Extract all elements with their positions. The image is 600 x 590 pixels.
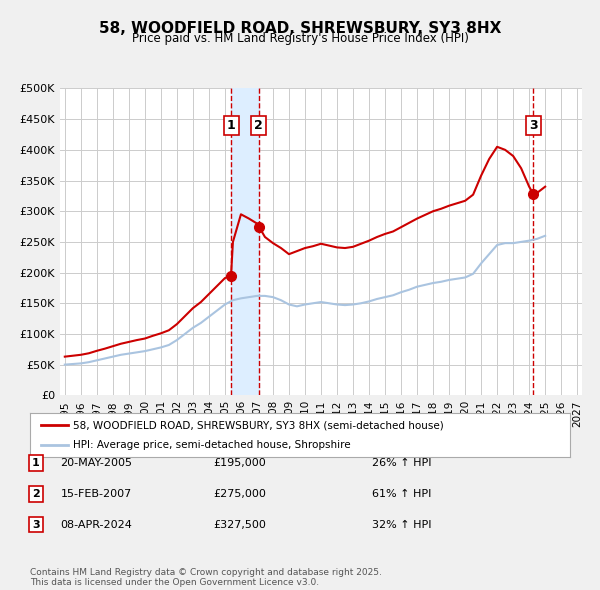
Text: Price paid vs. HM Land Registry's House Price Index (HPI): Price paid vs. HM Land Registry's House … xyxy=(131,32,469,45)
Text: £275,000: £275,000 xyxy=(214,489,266,499)
Text: 2: 2 xyxy=(32,489,40,499)
Text: 3: 3 xyxy=(32,520,40,529)
Text: 58, WOODFIELD ROAD, SHREWSBURY, SY3 8HX: 58, WOODFIELD ROAD, SHREWSBURY, SY3 8HX xyxy=(99,21,501,35)
Text: £195,000: £195,000 xyxy=(214,458,266,468)
Text: 58, WOODFIELD ROAD, SHREWSBURY, SY3 8HX (semi-detached house): 58, WOODFIELD ROAD, SHREWSBURY, SY3 8HX … xyxy=(73,421,444,430)
Text: 61% ↑ HPI: 61% ↑ HPI xyxy=(372,489,431,499)
Text: 20-MAY-2005: 20-MAY-2005 xyxy=(60,458,132,468)
Text: HPI: Average price, semi-detached house, Shropshire: HPI: Average price, semi-detached house,… xyxy=(73,440,351,450)
Text: 1: 1 xyxy=(32,458,40,468)
Text: 3: 3 xyxy=(529,119,538,132)
Text: £327,500: £327,500 xyxy=(214,520,266,529)
Text: 32% ↑ HPI: 32% ↑ HPI xyxy=(372,520,431,529)
Text: Contains HM Land Registry data © Crown copyright and database right 2025.
This d: Contains HM Land Registry data © Crown c… xyxy=(30,568,382,587)
Bar xyxy=(231,88,259,395)
Text: 1: 1 xyxy=(227,119,235,132)
Text: 2: 2 xyxy=(254,119,263,132)
Text: 15-FEB-2007: 15-FEB-2007 xyxy=(61,489,131,499)
Text: 08-APR-2024: 08-APR-2024 xyxy=(60,520,132,529)
Text: 26% ↑ HPI: 26% ↑ HPI xyxy=(372,458,431,468)
